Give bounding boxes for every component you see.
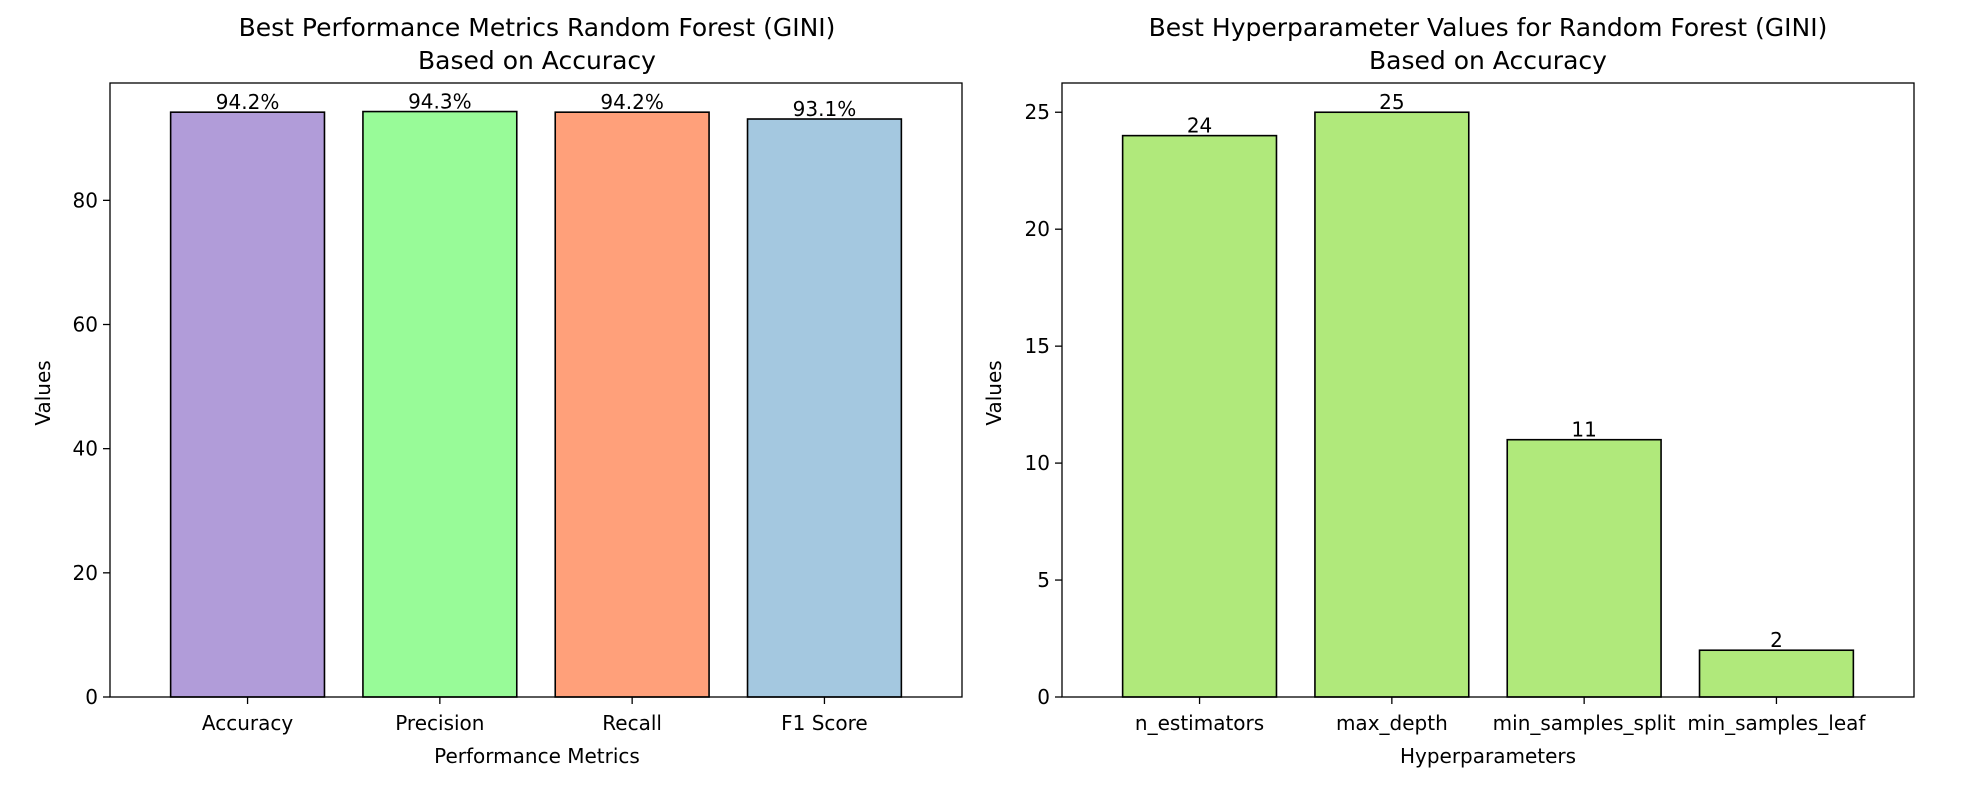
right-chart-bar-min-samples-split — [1506, 438, 1662, 698]
left-chart-bar-precision — [362, 110, 518, 698]
right-chart-y-tick-label: 25 — [1025, 100, 1050, 124]
right-chart-plot-area — [1061, 82, 1915, 698]
right-chart-bars — [1121, 111, 1855, 698]
left-chart-bars — [169, 110, 903, 698]
right-chart-x-axis-label: Hyperparameters — [1400, 744, 1576, 768]
right-chart-x-axis: n_estimators max_depth min_samples_split mi… — [1135, 697, 1866, 735]
right-chart-bar-min-samples-leaf — [1698, 649, 1855, 698]
right-chart-y-tick-label: 5 — [1037, 568, 1050, 592]
left-chart-bar-accuracy — [169, 111, 326, 698]
right-chart-data-labels: 24 25 11 2 — [1187, 90, 1783, 652]
left-chart-data-label: 94.2% — [600, 90, 664, 114]
left-chart-data-labels: 94.2% 94.3% 94.2% 93.1% — [216, 90, 856, 121]
right-chart-y-axis: 0 5 10 15 20 25 — [1025, 100, 1062, 709]
right-chart-y-axis-label: Values — [982, 360, 1006, 425]
right-chart-x-tick-label: n_estimators — [1135, 711, 1264, 735]
left-chart-x-tick-label: F1 Score — [781, 711, 868, 735]
right-chart-title-line-1: Best Hyperparameter Values for Random Fo… — [1149, 13, 1828, 42]
left-chart-title-line-2: Based on Accuracy — [418, 46, 656, 75]
right-chart-bar-max-depth — [1314, 111, 1470, 698]
left-chart-y-tick-label: 0 — [85, 685, 98, 709]
right-chart-y-tick-label: 15 — [1025, 334, 1050, 358]
left-chart-y-tick-label: 40 — [73, 437, 98, 461]
right-chart-bar-n-estimators — [1121, 134, 1278, 698]
left-chart: Best Performance Metrics Random Forest (… — [31, 13, 963, 768]
left-chart-bar-f1-score — [746, 118, 903, 698]
right-chart: Best Hyperparameter Values for Random Fo… — [982, 13, 1915, 768]
left-chart-bar-recall — [554, 111, 710, 698]
left-chart-x-tick-label: Precision — [395, 711, 484, 735]
left-chart-y-axis-label: Values — [31, 360, 55, 425]
left-chart-data-label: 94.3% — [408, 90, 472, 114]
left-chart-y-tick-label: 60 — [73, 313, 98, 337]
left-chart-y-axis: 0 20 40 60 80 — [73, 188, 110, 709]
right-chart-x-tick-label: max_depth — [1336, 711, 1448, 735]
left-chart-data-label: 94.2% — [216, 90, 280, 114]
left-chart-title-line-1: Best Performance Metrics Random Forest (… — [239, 13, 836, 42]
left-chart-data-label: 93.1% — [793, 97, 857, 121]
right-chart-y-tick-label: 20 — [1025, 217, 1050, 241]
right-chart-data-label: 25 — [1379, 90, 1404, 114]
right-chart-y-tick-label: 0 — [1037, 685, 1050, 709]
right-chart-data-label: 11 — [1571, 418, 1596, 442]
left-chart-y-tick-label: 80 — [73, 188, 98, 212]
left-chart-x-axis-label: Performance Metrics — [434, 744, 640, 768]
left-chart-x-tick-label: Recall — [602, 711, 662, 735]
left-chart-x-axis: Accuracy Precision Recall F1 Score — [202, 697, 868, 735]
left-chart-x-tick-label: Accuracy — [202, 711, 293, 735]
right-chart-title-line-2: Based on Accuracy — [1369, 46, 1607, 75]
right-chart-data-label: 2 — [1770, 628, 1783, 652]
left-chart-y-tick-label: 20 — [73, 561, 98, 585]
right-chart-x-tick-label: min_samples_leaf — [1687, 711, 1866, 735]
right-chart-x-tick-label: min_samples_split — [1493, 711, 1676, 735]
right-chart-data-label: 24 — [1187, 114, 1212, 138]
right-chart-y-tick-label: 10 — [1025, 451, 1050, 475]
left-chart-plot-area — [109, 82, 963, 698]
